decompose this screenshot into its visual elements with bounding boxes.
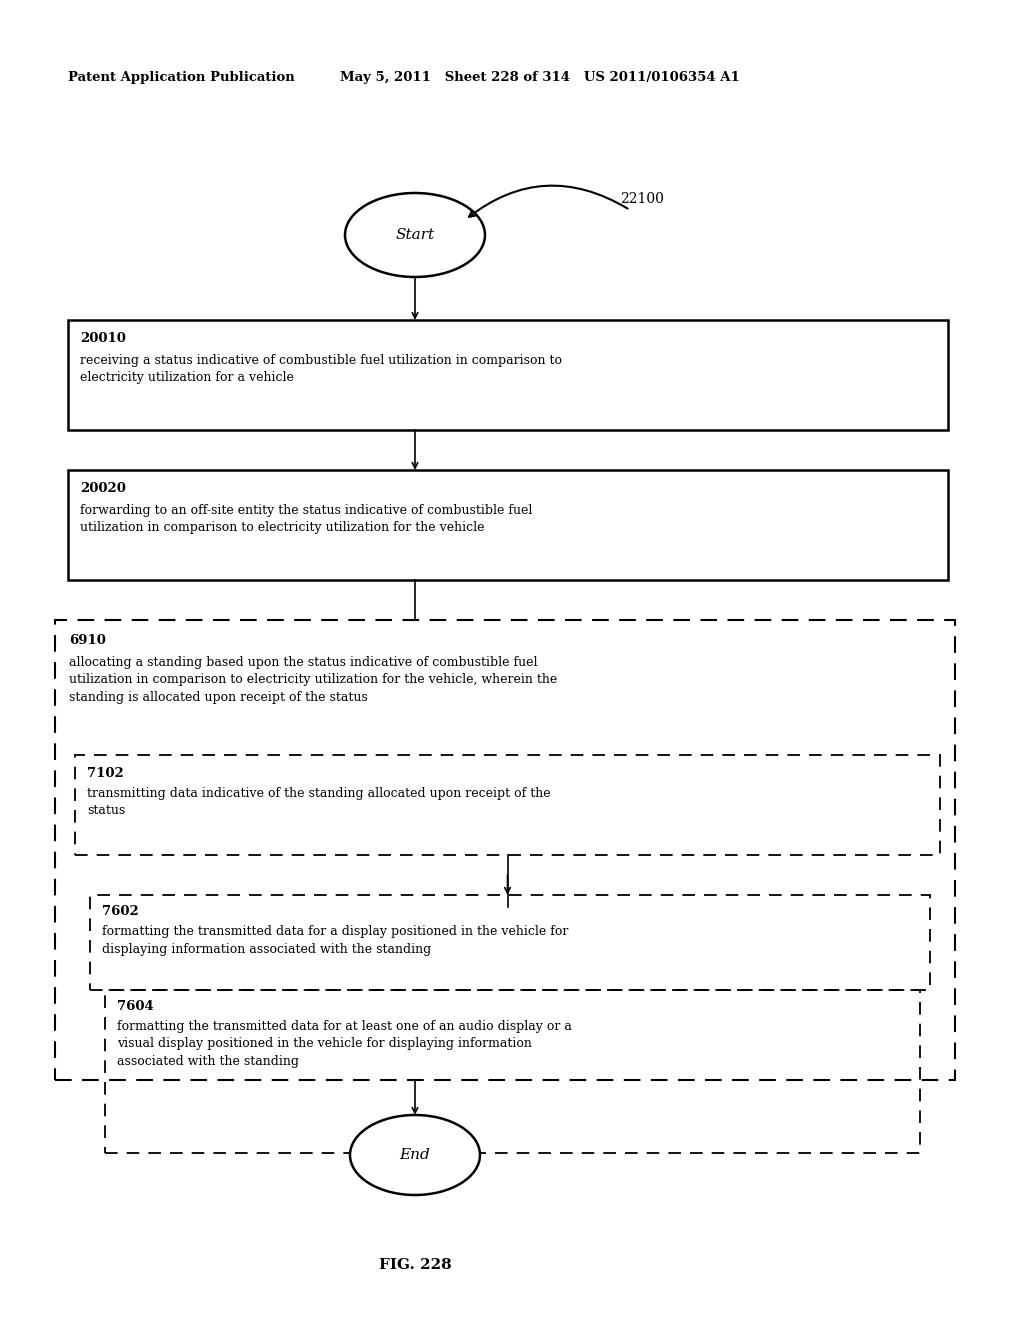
Text: 20010: 20010 — [80, 333, 126, 345]
Text: Start: Start — [395, 228, 434, 242]
Ellipse shape — [345, 193, 485, 277]
Text: FIG. 228: FIG. 228 — [379, 1258, 452, 1272]
Text: 22100: 22100 — [620, 191, 664, 206]
Text: 6910: 6910 — [69, 634, 105, 647]
Bar — [68, 319, 948, 430]
Text: receiving a status indicative of combustible fuel utilization in comparison to
e: receiving a status indicative of combust… — [80, 354, 562, 384]
Bar — [105, 990, 920, 1152]
Text: formatting the transmitted data for at least one of an audio display or a
visual: formatting the transmitted data for at l… — [117, 1020, 571, 1068]
Ellipse shape — [350, 1115, 480, 1195]
Text: forwarding to an off-site entity the status indicative of combustible fuel
utili: forwarding to an off-site entity the sta… — [80, 504, 532, 535]
Bar — [90, 895, 930, 990]
Text: 7604: 7604 — [117, 1001, 154, 1012]
Text: formatting the transmitted data for a display positioned in the vehicle for
disp: formatting the transmitted data for a di… — [102, 925, 568, 956]
Bar — [68, 470, 948, 579]
Text: 20020: 20020 — [80, 482, 126, 495]
Text: Patent Application Publication: Patent Application Publication — [68, 71, 295, 84]
Text: May 5, 2011   Sheet 228 of 314   US 2011/0106354 A1: May 5, 2011 Sheet 228 of 314 US 2011/010… — [340, 71, 739, 84]
Text: 7602: 7602 — [102, 906, 138, 917]
Text: transmitting data indicative of the standing allocated upon receipt of the
statu: transmitting data indicative of the stan… — [87, 787, 551, 817]
Bar — [55, 620, 955, 1080]
Text: allocating a standing based upon the status indicative of combustible fuel
utili: allocating a standing based upon the sta… — [69, 656, 557, 704]
Bar — [75, 755, 940, 855]
Text: 7102: 7102 — [87, 767, 124, 780]
Text: End: End — [399, 1148, 430, 1162]
